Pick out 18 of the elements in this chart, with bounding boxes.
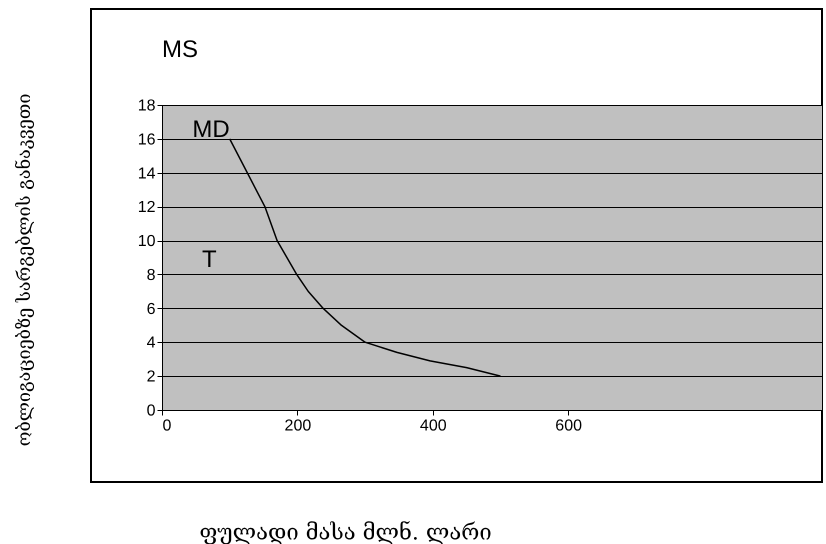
y-tick-label: 4 — [146, 334, 156, 352]
annotation: MD — [192, 116, 230, 143]
y-tick-label: 6 — [146, 300, 156, 318]
y-tick-label: 14 — [138, 165, 156, 182]
x-tick-label: 200 — [284, 418, 312, 434]
y-tick-label: 10 — [138, 233, 156, 250]
x-tick-label: 0 — [162, 418, 172, 434]
annotation: T — [202, 246, 217, 273]
y-tick-label: 16 — [138, 131, 156, 148]
y-tick-label: 2 — [146, 368, 156, 386]
x-tick-label: 600 — [555, 418, 582, 434]
x-tick-label: 400 — [420, 418, 447, 434]
y-tick-label: 0 — [146, 402, 156, 420]
y-tick-label: 8 — [146, 266, 156, 284]
text: ობლიგაციებზე სარგებლის განაკვეთი — [14, 94, 35, 446]
text: MS — [162, 36, 198, 63]
y-tick-label: 18 — [138, 98, 156, 114]
y-tick-label: 12 — [138, 199, 156, 216]
